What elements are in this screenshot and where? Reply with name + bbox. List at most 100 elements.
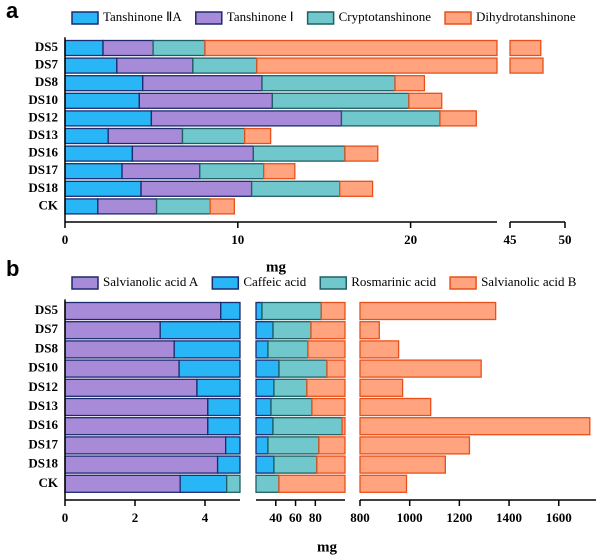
bar bbox=[509, 57, 544, 74]
y-tick-label: CK bbox=[39, 475, 59, 490]
bar bbox=[255, 455, 275, 474]
bar bbox=[267, 340, 309, 359]
bar bbox=[255, 378, 275, 397]
bar bbox=[64, 110, 153, 127]
legend-label: Tanshinone ⅡA bbox=[103, 9, 182, 24]
bar bbox=[64, 163, 123, 180]
bar bbox=[244, 127, 272, 145]
bar bbox=[509, 39, 542, 57]
y-tick-label: DS8 bbox=[35, 340, 59, 355]
bar bbox=[272, 321, 312, 340]
bar bbox=[121, 163, 201, 180]
bar bbox=[306, 378, 346, 397]
bar bbox=[310, 321, 346, 340]
bar bbox=[152, 39, 206, 57]
bar bbox=[341, 417, 346, 436]
bar bbox=[64, 340, 175, 359]
y-tick-label: DS16 bbox=[28, 417, 58, 432]
legend-label: Rosmarinic acid bbox=[351, 274, 436, 289]
bar bbox=[220, 301, 241, 321]
bar bbox=[272, 417, 343, 436]
bar bbox=[64, 180, 142, 197]
x-tick-label: 20 bbox=[404, 232, 417, 247]
x-tick-label: 60 bbox=[289, 510, 302, 525]
bar bbox=[131, 145, 255, 162]
legend-swatch bbox=[319, 276, 347, 290]
bar bbox=[255, 474, 280, 493]
bar bbox=[250, 180, 341, 197]
y-tick-label: DS16 bbox=[28, 145, 58, 160]
bar bbox=[263, 163, 296, 180]
bar bbox=[311, 397, 346, 417]
x-tick-label: 1200 bbox=[446, 510, 472, 525]
legend-label: Salvianolic acid B bbox=[481, 274, 577, 289]
bar bbox=[359, 436, 471, 455]
bar bbox=[107, 127, 184, 145]
bar bbox=[359, 417, 591, 436]
bar bbox=[142, 75, 263, 92]
bar bbox=[316, 455, 346, 474]
bar bbox=[64, 397, 209, 417]
bar bbox=[196, 378, 241, 397]
y-tick-label: DS7 bbox=[35, 57, 59, 72]
x-tick-label: 40 bbox=[269, 510, 282, 525]
bar bbox=[150, 110, 343, 127]
x-tick-label: 45 bbox=[504, 232, 518, 247]
bar bbox=[224, 436, 241, 455]
y-tick-label: CK bbox=[39, 197, 59, 212]
x-tick-label: 0 bbox=[62, 510, 69, 525]
legend-label: Dihydrotanshinone bbox=[476, 9, 576, 24]
bar bbox=[97, 198, 158, 215]
bar bbox=[64, 57, 118, 74]
bar bbox=[102, 39, 154, 57]
y-tick-label: DS8 bbox=[35, 74, 59, 89]
bar bbox=[320, 301, 346, 321]
bar bbox=[140, 180, 253, 197]
bar bbox=[64, 92, 140, 109]
bar bbox=[173, 340, 241, 359]
legend-swatch bbox=[449, 276, 477, 290]
bar bbox=[138, 92, 274, 109]
bar bbox=[408, 92, 443, 109]
bar bbox=[207, 397, 241, 417]
bar bbox=[181, 127, 246, 145]
bar bbox=[252, 145, 346, 162]
bar bbox=[339, 180, 374, 197]
bar bbox=[271, 92, 410, 109]
x-tick-label: 0 bbox=[62, 232, 69, 247]
x-tick-label: 2 bbox=[132, 510, 139, 525]
x-tick-label: 4 bbox=[202, 510, 209, 525]
bar bbox=[326, 359, 346, 378]
bar bbox=[209, 198, 235, 215]
bar bbox=[359, 301, 497, 321]
bar bbox=[261, 75, 396, 92]
bar bbox=[226, 474, 241, 493]
legend-swatch bbox=[444, 11, 472, 25]
bar bbox=[64, 417, 209, 436]
bar bbox=[64, 321, 161, 340]
bar bbox=[64, 39, 104, 57]
bar bbox=[116, 57, 194, 74]
bar bbox=[64, 301, 222, 321]
y-tick-label: DS13 bbox=[28, 127, 58, 142]
y-tick-label: DS13 bbox=[28, 398, 58, 413]
x-axis-title: mg bbox=[317, 539, 337, 555]
bar bbox=[64, 359, 180, 378]
bar bbox=[155, 198, 211, 215]
panel-label: a bbox=[6, 0, 19, 23]
bar bbox=[307, 340, 346, 359]
bar bbox=[318, 436, 346, 455]
bar bbox=[179, 474, 228, 493]
y-tick-label: DS12 bbox=[28, 109, 58, 124]
bar bbox=[359, 340, 400, 359]
x-tick-label: 800 bbox=[350, 510, 370, 525]
bar bbox=[359, 397, 432, 417]
legend-swatch bbox=[211, 276, 240, 290]
bar bbox=[64, 436, 227, 455]
bar bbox=[64, 455, 219, 474]
bar bbox=[64, 145, 134, 162]
bar bbox=[359, 359, 482, 378]
bar bbox=[255, 359, 280, 378]
bar bbox=[64, 127, 109, 145]
x-axis-title: mg bbox=[266, 259, 286, 275]
